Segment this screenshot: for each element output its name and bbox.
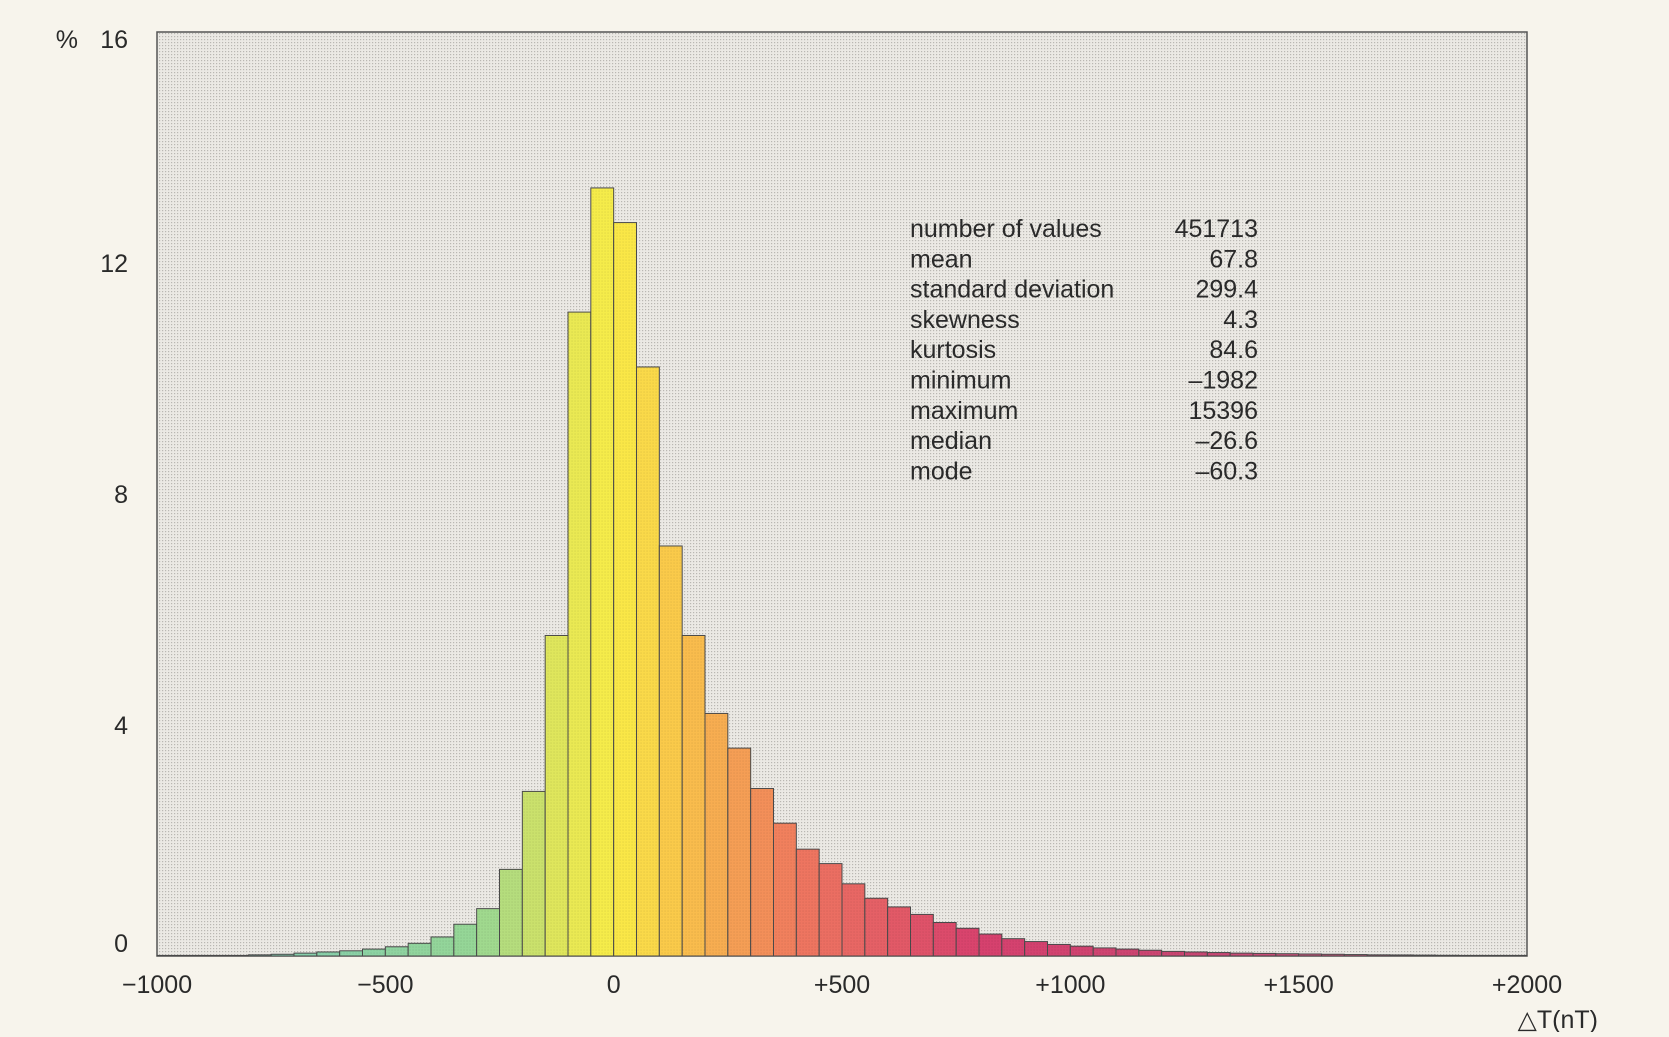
ticks-layer: −1000 −500 0 +500 +1000 +1500 +2000 0 4 8 12 16 — [100, 26, 1562, 999]
histogram-bar-texture — [431, 936, 454, 956]
histogram-bar-texture — [545, 635, 568, 956]
histogram-bar-texture — [1093, 947, 1116, 956]
histogram-bar-texture — [1367, 954, 1390, 956]
stats-label: median — [910, 427, 992, 455]
stats-value: –60.3 — [1195, 457, 1258, 485]
histogram-bar-texture — [1435, 955, 1459, 956]
stats-value: –1982 — [1188, 367, 1258, 395]
histogram-bar-texture — [1344, 954, 1368, 956]
histogram-bar-texture — [225, 955, 249, 956]
x-tick-label: +2000 — [1492, 971, 1562, 999]
histogram-bar-texture — [1481, 955, 1505, 956]
stats-panel: number of values 451713 mean 67.8 standard d… — [910, 215, 1258, 485]
x-axis-label: △T(nT) — [1518, 1006, 1598, 1032]
x-tick-label: −500 — [357, 971, 413, 999]
x-tick-label: +1500 — [1264, 971, 1334, 999]
histogram-bar-texture — [1070, 946, 1094, 956]
histogram-bar-texture — [750, 788, 774, 956]
histogram-bar-texture — [157, 955, 180, 956]
stats-label: mean — [910, 245, 973, 273]
y-tick-label: 4 — [114, 712, 128, 740]
histogram-bar-texture — [1047, 944, 1071, 956]
histogram-bar-texture — [522, 791, 546, 956]
histogram-bar-texture — [385, 946, 409, 956]
histogram-bar-texture — [1024, 941, 1048, 956]
histogram-bar-texture — [636, 366, 660, 956]
histogram-bar-texture — [1504, 955, 1527, 956]
histogram-bar-texture — [613, 222, 637, 956]
y-tick-label: 8 — [114, 481, 128, 509]
stats-label: number of values — [910, 215, 1102, 243]
histogram-bar-texture — [476, 908, 500, 956]
histogram-bar-texture — [773, 823, 797, 956]
histogram-bar-texture — [933, 922, 957, 956]
plot-area — [156, 31, 1528, 957]
x-tick-label: +1000 — [1035, 971, 1105, 999]
stats-label: mode — [910, 457, 973, 485]
histogram-bar-texture — [499, 869, 523, 956]
histogram-bar-texture — [864, 898, 888, 956]
histogram-bar-texture — [842, 883, 865, 956]
histogram-bar-texture — [727, 748, 751, 956]
y-tick-label: 0 — [114, 930, 128, 958]
stats-label: standard deviation — [910, 276, 1114, 304]
stats-value: 67.8 — [1209, 245, 1258, 273]
histogram-bar-texture — [362, 949, 386, 956]
histogram-bar-texture — [248, 954, 272, 956]
histogram-bar-texture — [659, 545, 683, 956]
stats-value: 15396 — [1188, 397, 1258, 425]
histogram-bar-texture — [1138, 950, 1162, 956]
histogram-bar-texture — [316, 951, 340, 956]
y-tick-label: 12 — [100, 250, 128, 278]
histogram-bar-texture — [682, 635, 705, 956]
stats-label: maximum — [910, 397, 1018, 425]
histogram-bar-texture — [1275, 953, 1299, 956]
histogram-bar-texture — [910, 914, 934, 956]
histogram-bar-texture — [271, 954, 294, 956]
histogram-bar-texture — [1253, 953, 1276, 956]
histogram-bar-texture — [819, 863, 842, 956]
histogram-bar-texture — [339, 950, 363, 956]
histogram-bar-texture — [294, 953, 317, 956]
histogram-bar-texture — [1207, 952, 1231, 956]
stats-label: skewness — [910, 306, 1020, 334]
histogram-bar-texture — [979, 934, 1002, 956]
stats-label: kurtosis — [910, 336, 996, 364]
histogram-bar-texture — [956, 928, 979, 956]
histogram-bar-texture — [1161, 951, 1185, 956]
histogram-bar-texture — [1321, 954, 1345, 956]
stats-value: 299.4 — [1195, 276, 1258, 304]
histogram-bar-texture — [1001, 938, 1025, 956]
histogram-bar-texture — [1184, 951, 1208, 956]
histogram-bar-texture — [796, 849, 820, 956]
stats-label: minimum — [910, 367, 1011, 395]
bars-layer — [156, 187, 1528, 957]
histogram-bar-texture — [590, 187, 614, 957]
histogram-bar-texture — [453, 924, 477, 956]
x-tick-label: 0 — [607, 971, 621, 999]
stats-value: 84.6 — [1209, 336, 1258, 364]
histogram-bar-texture — [202, 955, 226, 956]
histogram-bar-texture — [1390, 954, 1413, 956]
histogram-bar-texture — [568, 312, 591, 956]
y-tick-label: 16 — [100, 26, 128, 54]
x-tick-label: +500 — [814, 971, 870, 999]
histogram-bar-texture — [1298, 953, 1322, 956]
histogram-bar-texture — [408, 943, 431, 956]
histogram-bar-texture — [887, 906, 911, 956]
histogram-bar-texture — [179, 955, 203, 956]
histogram-bar-texture — [1458, 955, 1482, 956]
histogram-bar-texture — [1412, 955, 1436, 956]
histogram-bar-texture — [705, 713, 728, 956]
stats-value: 4.3 — [1223, 306, 1258, 334]
histogram-bar-texture — [1116, 949, 1139, 956]
x-tick-label: −1000 — [122, 971, 192, 999]
stats-value: 451713 — [1175, 215, 1258, 243]
stats-value: –26.6 — [1195, 427, 1258, 455]
histogram-bar-texture — [1230, 953, 1253, 956]
y-axis-label: % — [56, 26, 78, 54]
